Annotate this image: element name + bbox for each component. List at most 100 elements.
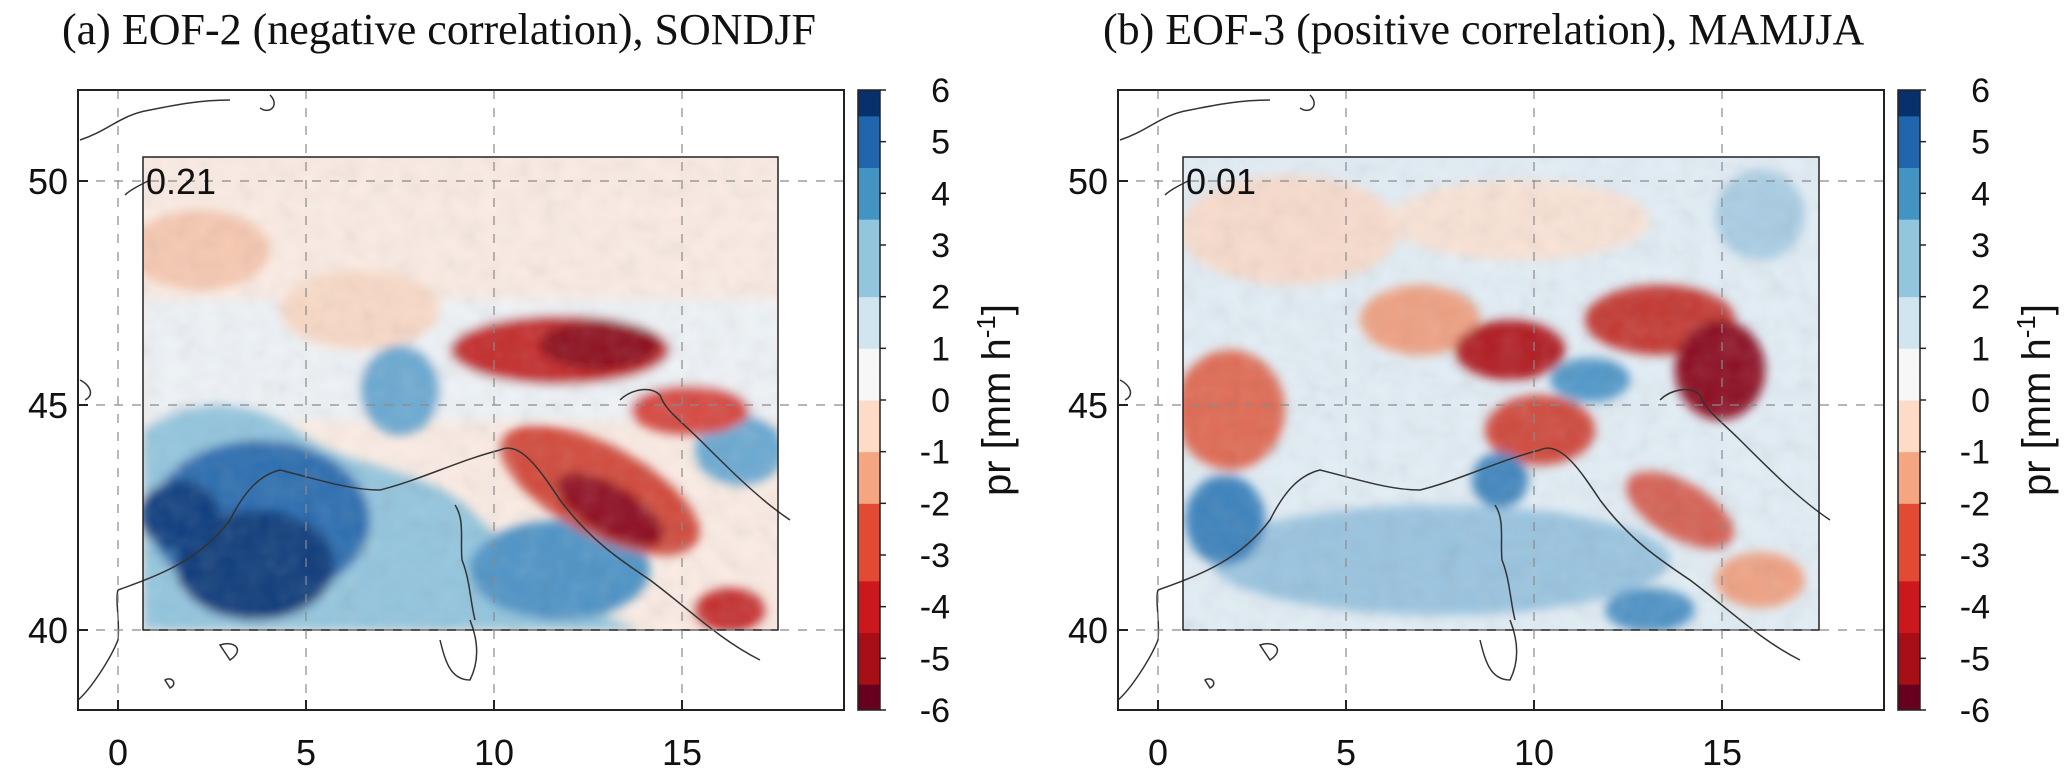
colorbar-b: 6 5 4 3 2 1 0 -1 -2 -3 -4 -5 -6 pr [mm h-1] [1897,72,2059,730]
y-tick-label: 45 [1068,385,1108,426]
colorbar-segment [858,270,880,298]
colorbar-tick-label: 2 [931,279,950,317]
x-tick-label: 0 [108,732,128,773]
colorbar-tick-label: -4 [1960,589,1990,627]
panel-b-map: 0 5 10 15 40 45 50 0.01 [1068,89,1885,773]
colorbar-tick-label: -6 [1960,692,1990,730]
colorbar-label: pr [mm h-1] [971,304,1019,496]
colorbar-tick-label: -3 [920,537,950,575]
tick-marks [78,180,683,710]
y-tick-label: 45 [28,385,68,426]
colorbar-tick-label: 5 [931,124,950,162]
colorbar-segment [1898,529,1920,556]
colorbar-segment [858,529,880,556]
colorbar-segment [858,400,880,427]
colorbar-segment [1898,477,1920,504]
correlation-value: 0.01 [1186,161,1256,202]
colorbar-segment [858,451,880,478]
colorbar-segment [1898,193,1920,220]
colorbar-tick-label: 1 [1971,330,1990,368]
colorbar-segment [858,322,880,349]
colorbar-segment [1898,296,1920,323]
colorbar-tick-label: 3 [1971,227,1990,265]
colorbar-tick-label: -3 [1960,537,1990,575]
colorbar-segment [858,658,880,685]
colorbar-segment [858,555,880,582]
colorbar-segment [858,141,880,168]
axes-frame [77,89,845,711]
colorbar-segment [858,684,880,711]
colorbar-segment [858,632,880,659]
colorbar-segment [1898,322,1920,349]
colorbar-segment [1898,632,1920,659]
colorbar-tick-label: -4 [920,589,950,627]
x-tick-label: 5 [1336,732,1356,773]
y-tick-label: 50 [28,161,68,202]
colorbar-segment [1898,606,1920,633]
axes-frame [1117,89,1885,711]
colorbar-a: 6 5 4 3 2 1 0 -1 -2 -3 -4 -5 -6 pr [mm h-1] [857,72,1019,730]
colorbar-tick-label: -5 [920,640,950,678]
colorbar-segment [1898,374,1920,401]
colorbar-segment [1898,348,1920,375]
colorbar-segment [1898,425,1920,453]
colorbar-label: pr [mm h-1] [2011,304,2059,496]
colorbar-segment [858,219,880,246]
colorbar-segment [1898,219,1920,246]
panel-b-title: (b) EOF-3 (positive correlation), MAMJJA [1103,5,1865,54]
field-texture [1183,157,1819,630]
x-tick-label: 10 [474,732,514,773]
colorbar-segment [1898,555,1920,582]
colorbar-segment [858,580,880,608]
colorbar-segment [858,503,880,530]
colorbar-segment [1898,115,1920,143]
coastlines [1117,94,1831,701]
colorbar-segment [858,193,880,220]
panel-a-map: 0 5 10 15 40 45 50 0.21 [28,89,845,773]
grid-lines [78,90,844,710]
colorbar-segment [858,245,880,272]
colorbar-segment [858,348,880,375]
colorbar-segment [858,90,880,117]
colorbar-tick-label: 3 [931,227,950,265]
x-tick-label: 0 [1148,732,1168,773]
colorbar-segment [858,115,880,143]
colorbar-segment [1898,141,1920,168]
colorbar-segment [1898,451,1920,478]
y-tick-label: 50 [1068,161,1108,202]
colorbar-tick-label: 5 [1971,124,1990,162]
colorbar-tick-label: 0 [931,382,950,420]
colorbar-tick-label: 6 [931,72,950,110]
colorbar-segment [1898,684,1920,711]
grid-lines [1118,90,1884,710]
field-texture [143,157,778,630]
colorbar-segment [1898,658,1920,685]
colorbar-segment [858,374,880,401]
colorbar-segment [1898,400,1920,427]
colorbar-tick-label: -2 [920,485,950,523]
tick-marks [1118,180,1723,710]
colorbar-tick-label: 1 [931,330,950,368]
colorbar-segment [1898,503,1920,530]
colorbar-segment [1898,270,1920,298]
colorbar-tick-label: -2 [1960,485,1990,523]
colorbar-segment [858,167,880,194]
correlation-value: 0.21 [146,161,216,202]
colorbar-segment [1898,245,1920,272]
colorbar-segment [858,296,880,323]
colorbar-segment [858,606,880,633]
colorbar-tick-label: 0 [1971,382,1990,420]
colorbar-tick-label: 6 [1971,72,1990,110]
colorbar-tick-label: -1 [1960,434,1990,472]
colorbar-segment [858,477,880,504]
panel-a-title: (a) EOF-2 (negative correlation), SONDJF [62,5,816,54]
x-tick-label: 10 [1514,732,1554,773]
colorbar-tick-label: -6 [920,692,950,730]
x-tick-label: 5 [296,732,316,773]
colorbar-tick-label: 2 [1971,279,1990,317]
colorbar-tick-label: -5 [1960,640,1990,678]
colorbar-segment [1898,90,1920,117]
colorbar-tick-label: 4 [1971,175,1990,213]
colorbar-tick-label: 4 [931,175,950,213]
